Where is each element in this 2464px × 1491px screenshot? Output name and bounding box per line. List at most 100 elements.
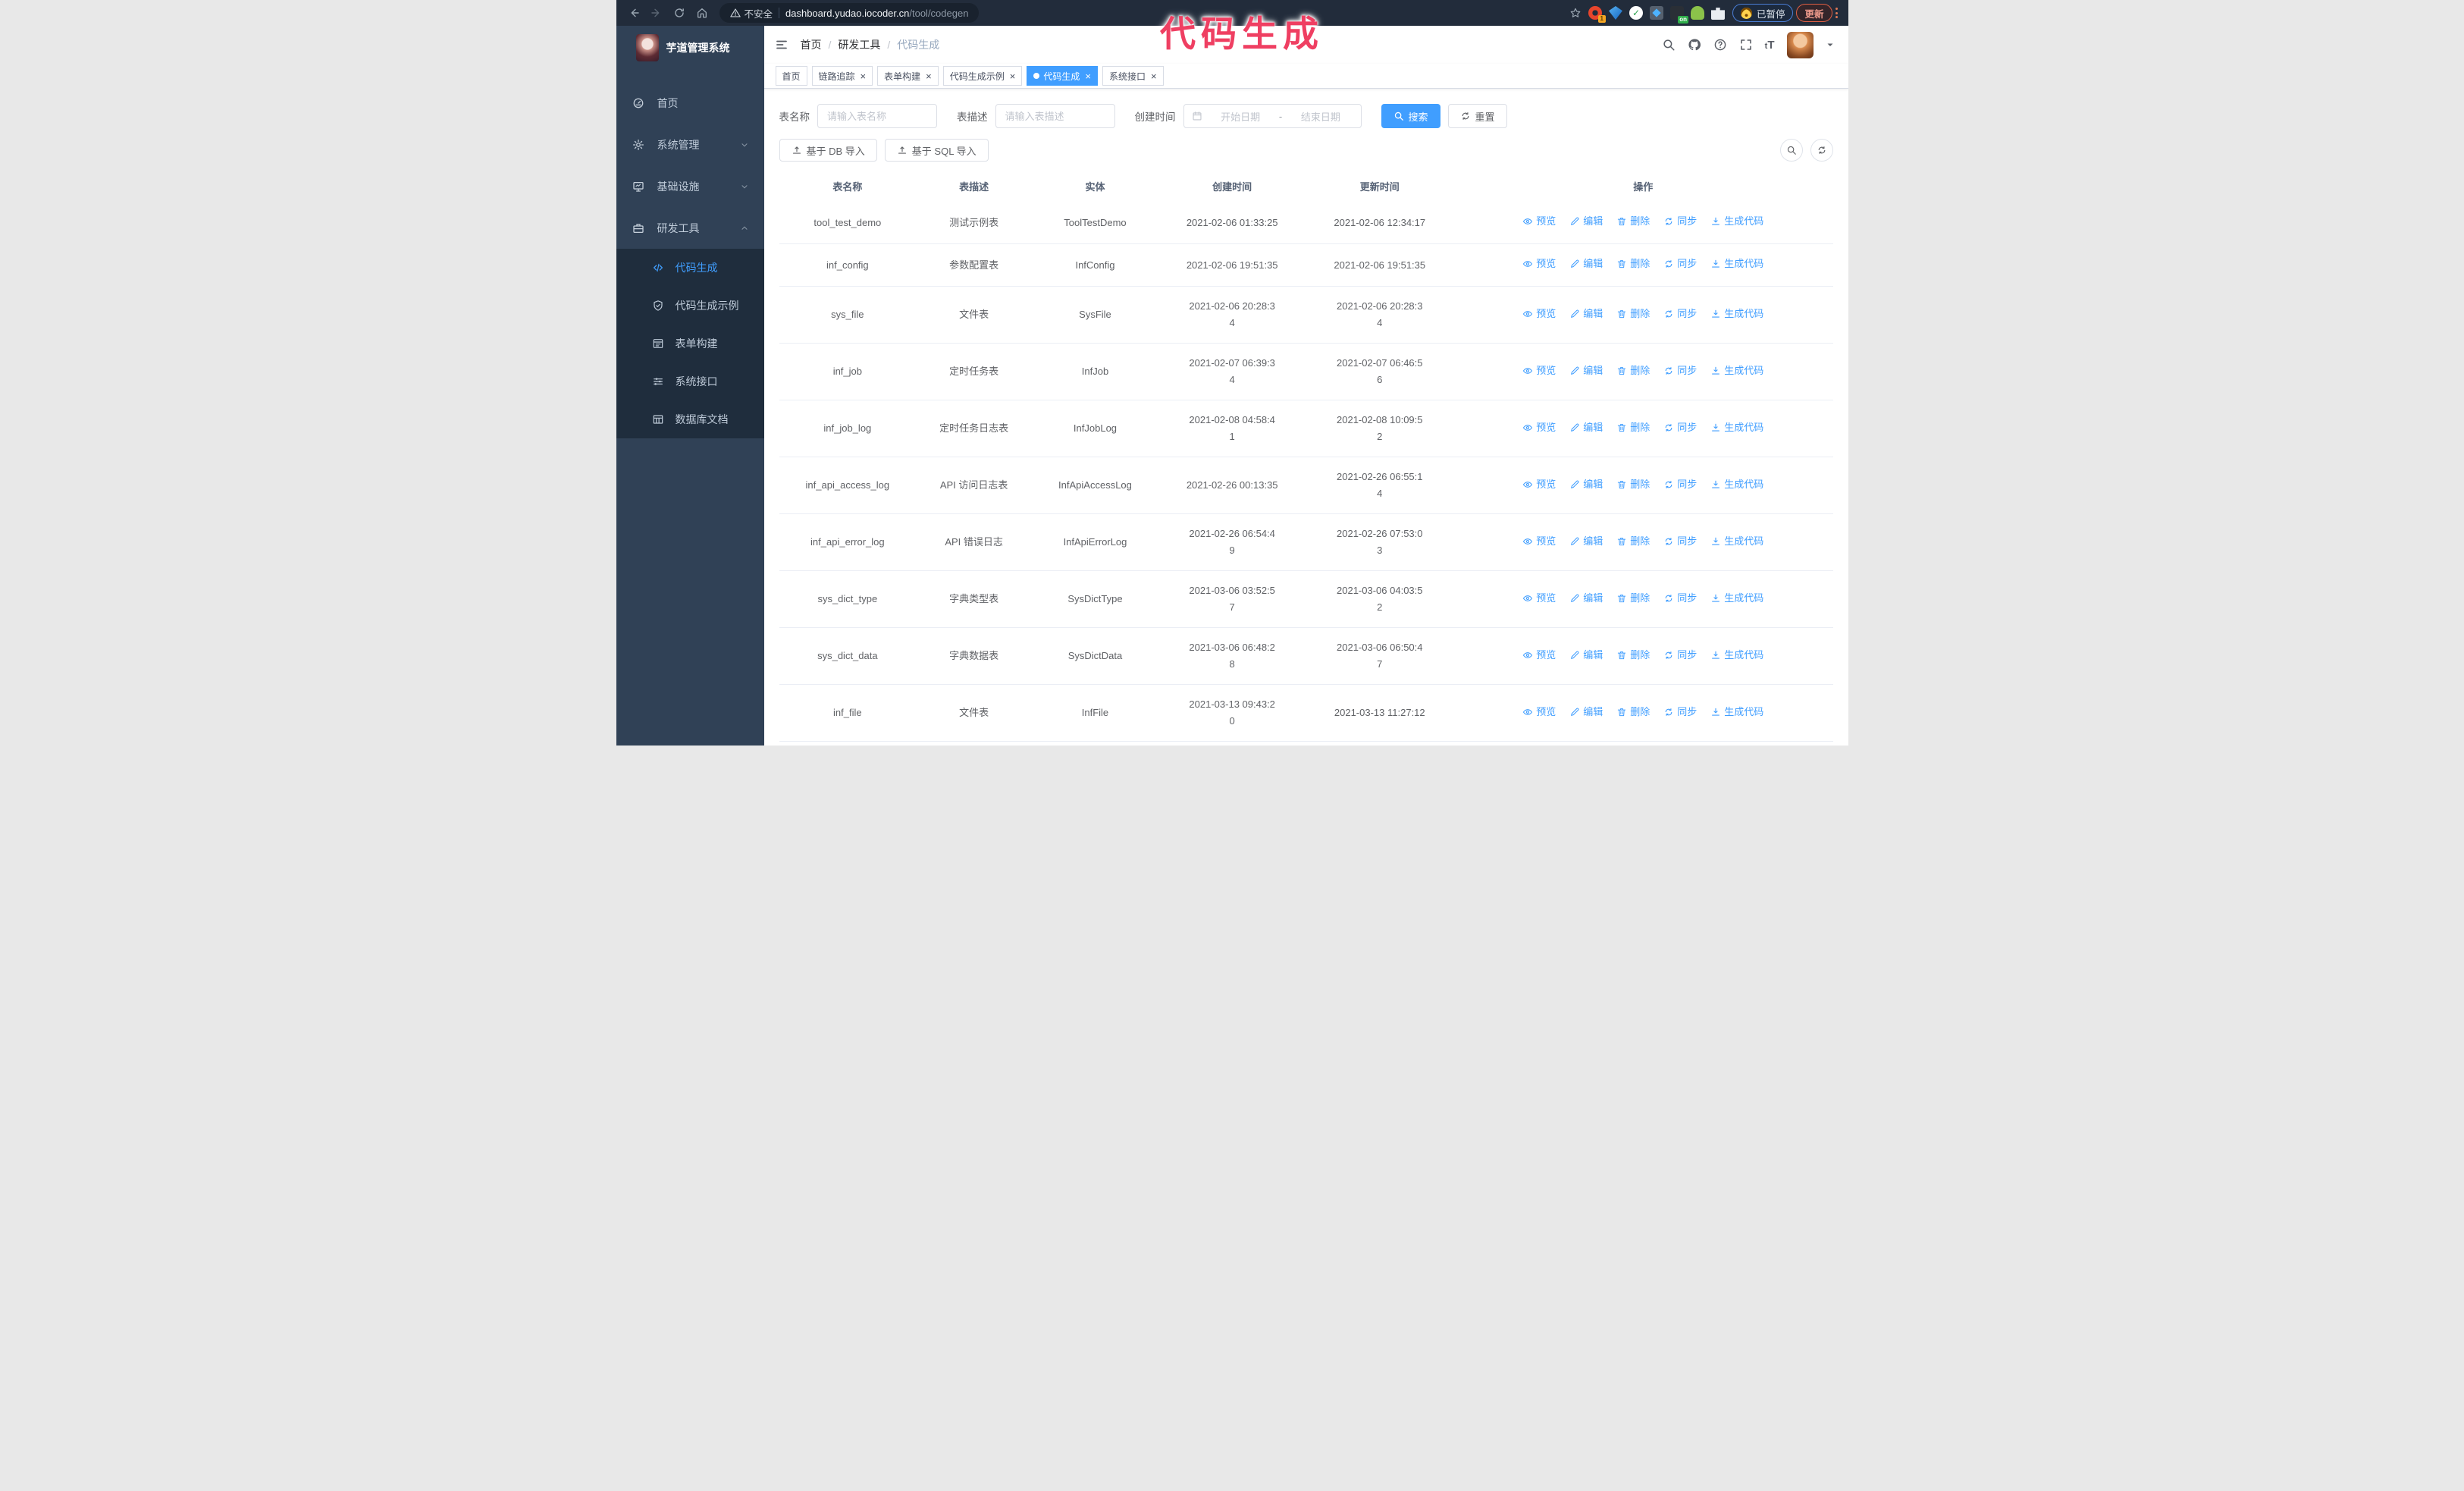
tab-close-icon[interactable]: × <box>1150 70 1157 82</box>
github-icon[interactable] <box>1688 38 1701 52</box>
action-sync[interactable]: 同步 <box>1663 476 1697 493</box>
action-generate[interactable]: 生成代码 <box>1710 419 1763 436</box>
action-generate[interactable]: 生成代码 <box>1710 533 1763 550</box>
breadcrumb-devtools[interactable]: 研发工具 <box>838 39 881 51</box>
action-delete[interactable]: 删除 <box>1616 419 1650 436</box>
action-generate[interactable]: 生成代码 <box>1710 647 1763 664</box>
sidebar-item-system-manage[interactable]: 系统管理 <box>616 124 764 165</box>
action-preview[interactable]: 预览 <box>1522 306 1556 322</box>
sidebar-item-dev-tools[interactable]: 研发工具 <box>616 207 764 249</box>
action-preview[interactable]: 预览 <box>1522 256 1556 272</box>
action-edit[interactable]: 编辑 <box>1569 647 1603 664</box>
action-sync[interactable]: 同步 <box>1663 704 1697 720</box>
app-logo[interactable]: 芋道管理系统 <box>616 26 764 70</box>
action-sync[interactable]: 同步 <box>1663 419 1697 436</box>
puzzle-icon[interactable] <box>1710 8 1725 20</box>
update-button[interactable]: 更新 <box>1796 4 1832 22</box>
sidebar-item-home[interactable]: 首页 <box>616 82 764 124</box>
action-edit[interactable]: 编辑 <box>1569 256 1603 272</box>
fullscreen-icon[interactable] <box>1739 38 1753 52</box>
avatar[interactable] <box>1786 31 1814 58</box>
browser-home-icon[interactable] <box>692 3 712 23</box>
tab-codegen[interactable]: 代码生成 × <box>1027 66 1098 86</box>
tab-system-api[interactable]: 系统接口 × <box>1102 66 1164 86</box>
sidebar-subitem-codegen[interactable]: 代码生成 <box>616 249 764 287</box>
tab-close-icon[interactable]: × <box>1009 70 1016 82</box>
text-size-icon[interactable]: tT <box>1764 38 1775 52</box>
start-date-placeholder[interactable]: 开始日期 <box>1221 111 1261 123</box>
action-sync[interactable]: 同步 <box>1663 590 1697 607</box>
action-generate[interactable]: 生成代码 <box>1710 363 1763 379</box>
action-delete[interactable]: 删除 <box>1616 533 1650 550</box>
action-delete[interactable]: 删除 <box>1616 704 1650 720</box>
action-delete[interactable]: 删除 <box>1616 256 1650 272</box>
action-preview[interactable]: 预览 <box>1522 419 1556 436</box>
tab-close-icon[interactable]: × <box>926 70 932 82</box>
search-button[interactable]: 搜索 <box>1381 104 1440 128</box>
tab-close-icon[interactable]: × <box>860 70 867 82</box>
action-delete[interactable]: 删除 <box>1616 647 1650 664</box>
action-delete[interactable]: 删除 <box>1616 213 1650 230</box>
browser-menu-icon[interactable] <box>1835 6 1841 20</box>
action-preview[interactable]: 预览 <box>1522 704 1556 720</box>
table-name-input[interactable] <box>817 104 937 128</box>
address-bar[interactable]: 不安全 dashboard.yudao.iocoder.cn/tool/code… <box>719 3 980 23</box>
sidebar-subitem-codegen-example[interactable]: 代码生成示例 <box>616 287 764 325</box>
chevron-down-icon[interactable] <box>1826 40 1835 49</box>
action-preview[interactable]: 预览 <box>1522 647 1556 664</box>
browser-reload-icon[interactable] <box>669 3 689 23</box>
action-sync[interactable]: 同步 <box>1663 256 1697 272</box>
extension-icon-4[interactable] <box>1649 6 1663 20</box>
extension-icon-1[interactable]: 1 <box>1588 6 1606 23</box>
action-edit[interactable]: 编辑 <box>1569 476 1603 493</box>
action-preview[interactable]: 预览 <box>1522 590 1556 607</box>
menu-fold-icon[interactable] <box>773 36 790 53</box>
action-sync[interactable]: 同步 <box>1663 647 1697 664</box>
action-sync[interactable]: 同步 <box>1663 363 1697 379</box>
refresh-table-button[interactable] <box>1810 139 1833 162</box>
browser-back-icon[interactable] <box>624 3 644 23</box>
action-edit[interactable]: 编辑 <box>1569 704 1603 720</box>
sidebar-item-infrastructure[interactable]: 基础设施 <box>616 165 764 207</box>
tab-home[interactable]: 首页 <box>775 66 807 86</box>
action-generate[interactable]: 生成代码 <box>1710 476 1763 493</box>
action-delete[interactable]: 删除 <box>1616 590 1650 607</box>
action-preview[interactable]: 预览 <box>1522 213 1556 230</box>
extension-icon-5[interactable]: on <box>1669 6 1688 24</box>
action-preview[interactable]: 预览 <box>1522 476 1556 493</box>
action-generate[interactable]: 生成代码 <box>1710 704 1763 720</box>
breadcrumb-home[interactable]: 首页 <box>800 39 822 51</box>
action-delete[interactable]: 删除 <box>1616 476 1650 493</box>
end-date-placeholder[interactable]: 结束日期 <box>1300 111 1340 123</box>
action-sync[interactable]: 同步 <box>1663 213 1697 230</box>
action-generate[interactable]: 生成代码 <box>1710 256 1763 272</box>
sidebar-subitem-system-api[interactable]: 系统接口 <box>616 363 764 400</box>
import-sql-button[interactable]: 基于 SQL 导入 <box>884 139 989 162</box>
action-preview[interactable]: 预览 <box>1522 363 1556 379</box>
action-sync[interactable]: 同步 <box>1663 306 1697 322</box>
date-range-picker[interactable]: 开始日期 - 结束日期 <box>1183 104 1362 128</box>
import-db-button[interactable]: 基于 DB 导入 <box>779 139 877 162</box>
search-icon[interactable] <box>1662 38 1676 52</box>
tab-close-icon[interactable]: × <box>1085 70 1091 82</box>
action-delete[interactable]: 删除 <box>1616 363 1650 379</box>
extension-icon-3[interactable]: ✓ <box>1629 6 1643 20</box>
security-label[interactable]: 不安全 <box>744 8 773 20</box>
paused-badge[interactable]: 已暂停 <box>1732 4 1794 22</box>
table-desc-input[interactable] <box>995 104 1115 128</box>
action-edit[interactable]: 编辑 <box>1569 213 1603 230</box>
action-generate[interactable]: 生成代码 <box>1710 213 1763 230</box>
action-edit[interactable]: 编辑 <box>1569 533 1603 550</box>
action-edit[interactable]: 编辑 <box>1569 419 1603 436</box>
help-icon[interactable] <box>1713 38 1727 52</box>
action-sync[interactable]: 同步 <box>1663 533 1697 550</box>
sidebar-subitem-form-builder[interactable]: 表单构建 <box>616 325 764 363</box>
action-preview[interactable]: 预览 <box>1522 533 1556 550</box>
tab-codegen-example[interactable]: 代码生成示例 × <box>942 66 1023 86</box>
extension-icon-6[interactable] <box>1690 6 1704 20</box>
action-edit[interactable]: 编辑 <box>1569 363 1603 379</box>
action-edit[interactable]: 编辑 <box>1569 590 1603 607</box>
reset-button[interactable]: 重置 <box>1447 104 1507 128</box>
action-delete[interactable]: 删除 <box>1616 306 1650 322</box>
action-edit[interactable]: 编辑 <box>1569 306 1603 322</box>
